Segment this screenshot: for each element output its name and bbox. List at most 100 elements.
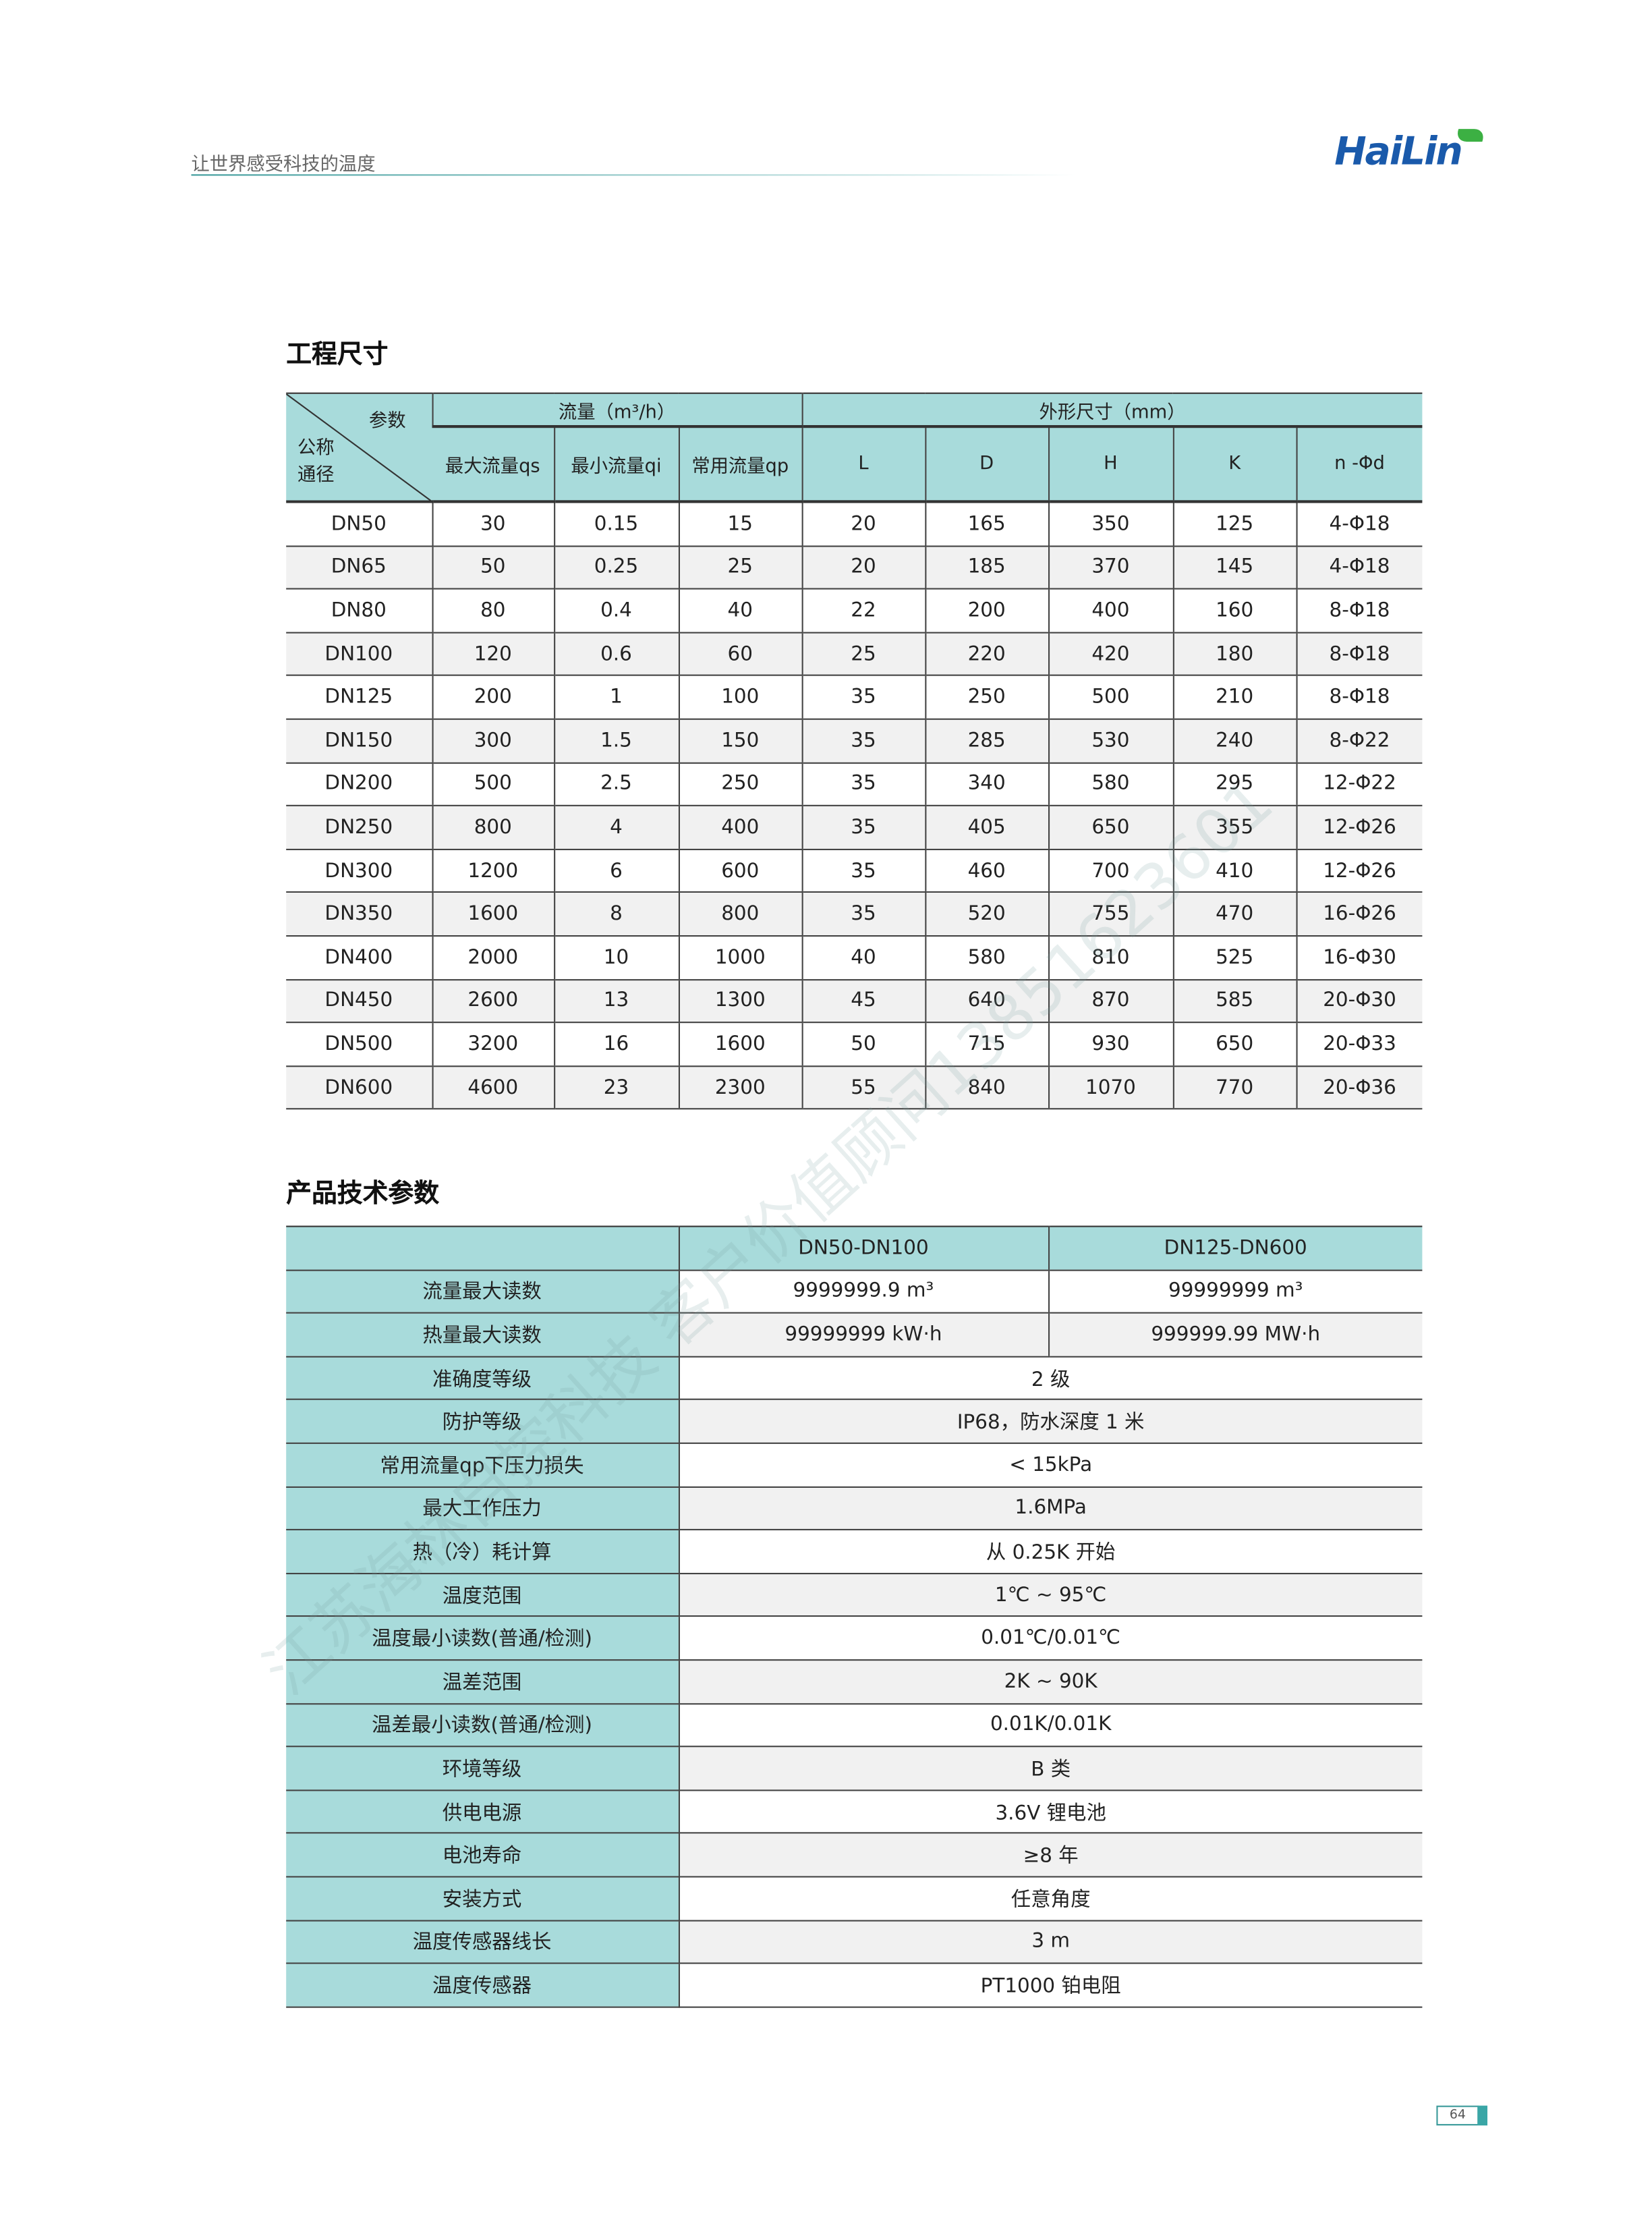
column-header: DN50-DN100 (677, 1226, 1048, 1271)
table-row: DN400 2000 10 1000 40 580 810 525 16-Φ30 (286, 935, 1423, 980)
param-value: 2K ~ 90K (678, 1660, 1423, 1704)
table-cell: 295 (1172, 762, 1297, 807)
table-cell: 800 (431, 806, 554, 850)
nominal-diameter-cell: DN250 (286, 806, 432, 850)
tech-row: 温差范围 2K ~ 90K (286, 1660, 1423, 1704)
table-row: DN65 50 0.25 25 20 185 370 145 4-Φ18 (286, 545, 1423, 590)
table-cell: 25 (801, 632, 925, 677)
table-cell: 405 (924, 806, 1049, 850)
table-cell: 20 (801, 501, 925, 547)
table-cell: 340 (924, 762, 1049, 807)
table-cell: 800 (677, 892, 802, 937)
param-value: 1℃ ~ 95℃ (678, 1573, 1423, 1617)
corner-top-label: 参数 (369, 411, 406, 433)
table-cell: 55 (801, 1065, 925, 1110)
tech-header-row: DN50-DN100 DN125-DN600 (286, 1226, 1423, 1271)
nominal-diameter-cell: DN80 (286, 588, 432, 634)
table-cell: 160 (1172, 588, 1297, 634)
param-value: 任意角度 (678, 1876, 1423, 1921)
dims-title: 工程尺寸 (286, 339, 389, 370)
param-name: 温度传感器线长 (286, 1920, 679, 1964)
table-cell: 420 (1047, 632, 1173, 677)
table-cell: 200 (431, 675, 554, 720)
nominal-diameter-cell: DN350 (286, 892, 432, 937)
table-cell: 45 (801, 979, 925, 1024)
table-cell: 1070 (1047, 1065, 1173, 1110)
param-value: 3.6V 锂电池 (678, 1789, 1423, 1835)
param-name: 温度范围 (286, 1573, 679, 1617)
table-cell: 2.5 (553, 762, 679, 807)
param-value: 0.01K/0.01K (678, 1703, 1423, 1748)
table-cell: 4600 (431, 1065, 554, 1110)
table-cell: 145 (1172, 545, 1297, 590)
table-cell: 2600 (431, 979, 554, 1024)
table-cell: 470 (1172, 892, 1297, 937)
param-name: 温差范围 (286, 1660, 679, 1704)
tech-row: 温度范围 1℃ ~ 95℃ (286, 1573, 1423, 1617)
table-cell: 185 (924, 545, 1049, 590)
table-cell: 240 (1172, 719, 1297, 763)
table-cell: 60 (677, 632, 802, 677)
table-cell: 2000 (431, 935, 554, 980)
table-cell: 500 (1047, 675, 1173, 720)
nominal-diameter-cell: DN100 (286, 632, 432, 677)
table-cell: 20 (801, 545, 925, 590)
table-row: DN600 4600 23 2300 55 840 1070 770 20-Φ36 (286, 1065, 1423, 1110)
table-row: DN450 2600 13 1300 45 640 870 585 20-Φ30 (286, 979, 1423, 1024)
table-cell: 16 (553, 1022, 679, 1067)
table-row: DN250 800 4 400 35 405 650 355 12-Φ26 (286, 806, 1423, 850)
param-value: 0.01℃/0.01℃ (678, 1616, 1423, 1661)
table-cell: 30 (431, 501, 554, 547)
corner-cell: 参数 公称 通径 (286, 393, 432, 503)
table-cell: 20-Φ33 (1295, 1022, 1423, 1067)
tech-row: 准确度等级 2 级 (286, 1356, 1423, 1401)
column-header: K (1172, 426, 1297, 503)
table-cell: 35 (801, 849, 925, 893)
table-cell: 16-Φ30 (1295, 935, 1423, 980)
table-cell: 350 (1047, 501, 1173, 547)
table-cell: 1 (553, 675, 679, 720)
nominal-diameter-cell: DN300 (286, 849, 432, 893)
param-name: 电池寿命 (286, 1833, 679, 1878)
param-value: 9999999.9 m³ (678, 1269, 1048, 1314)
table-cell: 585 (1172, 979, 1297, 1024)
table-cell: 150 (677, 719, 802, 763)
table-cell: 8-Φ18 (1295, 588, 1423, 634)
param-value: 1.6MPa (678, 1486, 1423, 1531)
table-cell: 930 (1047, 1022, 1173, 1067)
table-cell: 165 (924, 501, 1049, 547)
table-cell: 22 (801, 588, 925, 634)
param-name: 热（冷）耗计算 (286, 1530, 679, 1574)
table-cell: 13 (553, 979, 679, 1024)
table-cell: 250 (677, 762, 802, 807)
column-header: 最大流量qs (432, 426, 554, 503)
table-cell: 50 (431, 545, 554, 590)
param-name: 防护等级 (286, 1399, 679, 1444)
tech-row: 电池寿命 ≥8 年 (286, 1833, 1423, 1878)
flow-group-header: 流量（m³/h） (431, 393, 802, 428)
tech-row: 温度传感器 PT1000 铂电阻 (286, 1963, 1423, 2008)
param-value: 999999.99 MW·h (1047, 1313, 1423, 1358)
table-cell: 755 (1047, 892, 1173, 937)
table-cell: 20-Φ30 (1295, 979, 1423, 1024)
table-cell: 35 (801, 719, 925, 763)
table-cell: 12-Φ22 (1295, 762, 1423, 807)
table-cell: 2300 (677, 1065, 802, 1110)
table-cell: 8-Φ18 (1295, 675, 1423, 720)
table-cell: 650 (1047, 806, 1173, 850)
table-cell: 20-Φ36 (1295, 1065, 1423, 1110)
slogan: 让世界感受科技的温度 (191, 154, 376, 176)
table-cell: 370 (1047, 545, 1173, 590)
param-value: 3 m (678, 1920, 1423, 1964)
nominal-diameter-cell: DN500 (286, 1022, 432, 1067)
hailin-logo: HaiLin (1334, 130, 1463, 175)
table-row: DN100 120 0.6 60 25 220 420 180 8-Φ18 (286, 632, 1423, 677)
column-header: L (801, 426, 925, 503)
table-cell: 120 (431, 632, 554, 677)
table-cell: 1600 (431, 892, 554, 937)
table-cell: 80 (431, 588, 554, 634)
table-cell: 500 (431, 762, 554, 807)
param-value: 99999999 m³ (1047, 1269, 1423, 1314)
table-cell: 1200 (431, 849, 554, 893)
